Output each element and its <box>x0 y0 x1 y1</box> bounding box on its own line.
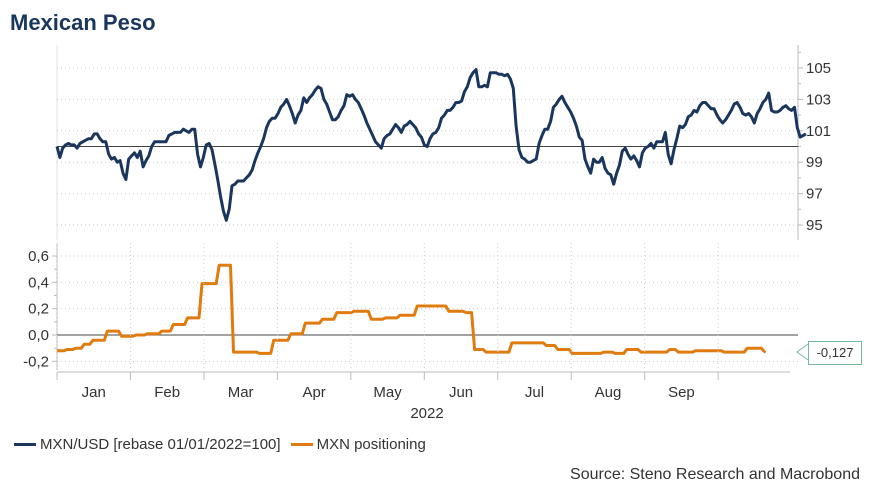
bottom-ytick-label: -0,2 <box>23 353 49 370</box>
legend-swatch-navy <box>14 443 36 446</box>
bottom-ytick-label: 0,4 <box>28 274 49 291</box>
top-ytick-label: 101 <box>806 123 831 140</box>
x-month-label: Jun <box>449 384 473 401</box>
top-ytick-label: 99 <box>806 154 823 171</box>
series-mxn-usd-line <box>55 68 807 222</box>
legend-swatch-orange <box>290 443 313 446</box>
top-ytick-label: 105 <box>806 60 831 77</box>
chart-title: Mexican Peso <box>10 10 156 35</box>
top-panel: 95 97 99 101 103 105 <box>55 45 831 240</box>
callout-arrow <box>795 343 809 361</box>
source-note: Source: Steno Research and Macrobond <box>570 466 860 483</box>
top-ytick-label: 95 <box>806 217 823 234</box>
legend-label-mxn-usd: MXN/USD [rebase 01/01/2022=100] <box>40 436 281 453</box>
x-month-label: Feb <box>154 384 180 401</box>
x-month-label: Mar <box>228 384 254 401</box>
legend: MXN/USD [rebase 01/01/2022=100] MXN posi… <box>14 436 436 453</box>
x-month-label: Aug <box>595 384 622 401</box>
x-month-label: May <box>373 384 402 401</box>
x-axis: Jan Feb Mar Apr May Jun Jul Aug Sep 2022 <box>56 243 790 422</box>
legend-item-mxn-usd: MXN/USD [rebase 01/01/2022=100] <box>14 436 281 453</box>
x-month-label: Apr <box>302 384 325 401</box>
legend-item-positioning: MXN positioning <box>290 436 426 453</box>
series-positioning-line <box>57 263 766 355</box>
bottom-ytick-label: 0,2 <box>28 301 49 318</box>
top-ytick-label: 103 <box>806 91 831 108</box>
bottom-panel: -0,2 0,0 0,2 0,4 0,6 <box>23 243 798 370</box>
x-month-label: Jan <box>82 384 106 401</box>
x-year-label: 2022 <box>410 405 443 422</box>
x-month-label: Sep <box>668 384 695 401</box>
last-value-callout: -0,127 <box>808 341 862 365</box>
x-month-label: Jul <box>525 384 544 401</box>
bottom-ytick-label: 0,6 <box>28 248 49 265</box>
legend-label-positioning: MXN positioning <box>316 436 426 453</box>
bottom-ytick-label: 0,0 <box>28 327 49 344</box>
top-ytick-label: 97 <box>806 186 823 203</box>
